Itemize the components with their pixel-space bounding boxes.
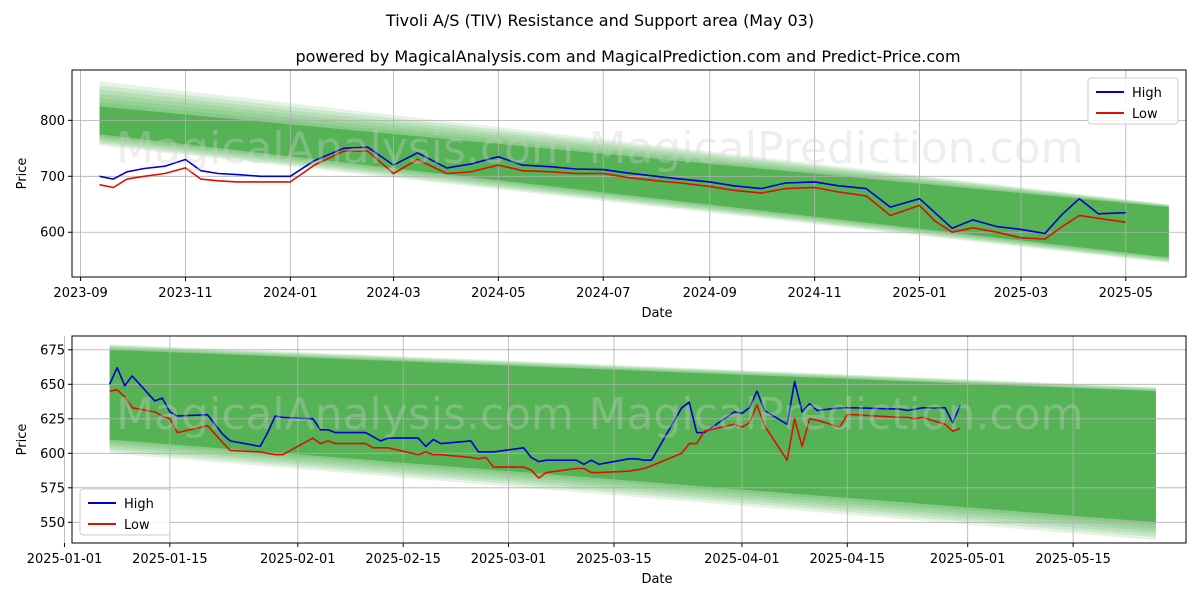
legend-label-low: Low (1132, 107, 1158, 122)
legend-label-low: Low (124, 518, 150, 533)
lower-panel: 2025-01-01 2025-01-15 2025-02-01 2025-02-15… (15, 335, 1187, 587)
x-tick-label: 2025-02-15 (365, 552, 441, 567)
y-tick-label: 575 (40, 481, 65, 496)
x-tick-label: 2024-09 (683, 286, 737, 301)
x-tick-label: 2025-05-15 (1035, 552, 1111, 567)
legend-label-high: High (124, 497, 154, 512)
series-line-high (108, 366, 961, 466)
x-tick-label: 2025-04-15 (810, 552, 886, 567)
watermark: MagicalPrediction.com (589, 389, 1084, 440)
series-group (99, 146, 1126, 240)
y-tick-label: 675 (40, 343, 65, 358)
x-tick-label: 2024-07 (576, 286, 630, 301)
x-tick-label: 2023-11 (158, 286, 212, 301)
x-tick-label: 2024-11 (788, 286, 842, 301)
upper-panel: 2023-09 2023-11 2024-01 2024-03 2024-05 2024-… (15, 69, 1187, 321)
x-tick-label: 2024-01 (263, 286, 317, 301)
series-line-low (109, 388, 961, 479)
y-axis-label: Price (15, 158, 30, 190)
axes-frame (71, 69, 1187, 278)
legend: High Low (1087, 77, 1179, 125)
x-axis-label: Date (641, 572, 672, 587)
chart-subtitle: powered by MagicalAnalysis.com and Magic… (295, 47, 960, 66)
series-line-high (99, 146, 1126, 235)
x-axis-label: Date (641, 306, 672, 321)
y-tick-label: 650 (40, 378, 65, 393)
grid (64, 336, 1186, 543)
x-tick-label: 2025-02-01 (260, 552, 336, 567)
legend: High Low (79, 488, 171, 536)
series-line-low (99, 150, 1126, 240)
x-tick-label: 2024-03 (366, 286, 420, 301)
axes-frame (71, 335, 1187, 544)
watermark: MagicalAnalysis.com (116, 389, 574, 440)
y-tick-label: 800 (40, 114, 65, 129)
x-tick-label: 2025-05 (1099, 286, 1153, 301)
x-tick-label: 2025-03-01 (471, 552, 547, 567)
x-tick-label: 2025-05-01 (930, 552, 1006, 567)
y-tick-label: 700 (40, 170, 65, 185)
y-axis-label: Price (15, 424, 30, 456)
x-tick-label: 2025-03-15 (576, 552, 652, 567)
x-tick-label: 2025-03 (994, 286, 1048, 301)
y-tick-label: 600 (40, 447, 65, 462)
chart-title: Tivoli A/S (TIV) Resistance and Support … (385, 11, 814, 30)
x-tick-label: 2024-05 (471, 286, 525, 301)
band-layer (109, 349, 1156, 523)
y-tick-label: 600 (40, 226, 65, 241)
legend-label-high: High (1132, 86, 1162, 101)
y-tick-label: 550 (40, 516, 65, 531)
band-area (109, 344, 1156, 541)
x-tick-label: 2023-09 (53, 286, 107, 301)
band-layer (99, 106, 1169, 258)
x-tick-label: 2025-01 (892, 286, 946, 301)
y-tick-label: 625 (40, 412, 65, 427)
x-tick-label: 2025-04-01 (704, 552, 780, 567)
x-tick-label: 2025-01-01 (27, 552, 103, 567)
x-tick-label: 2025-01-15 (132, 552, 208, 567)
watermark: MagicalAnalysis.com (116, 123, 574, 174)
series-group (108, 366, 961, 479)
watermark: MagicalPrediction.com (589, 123, 1084, 174)
